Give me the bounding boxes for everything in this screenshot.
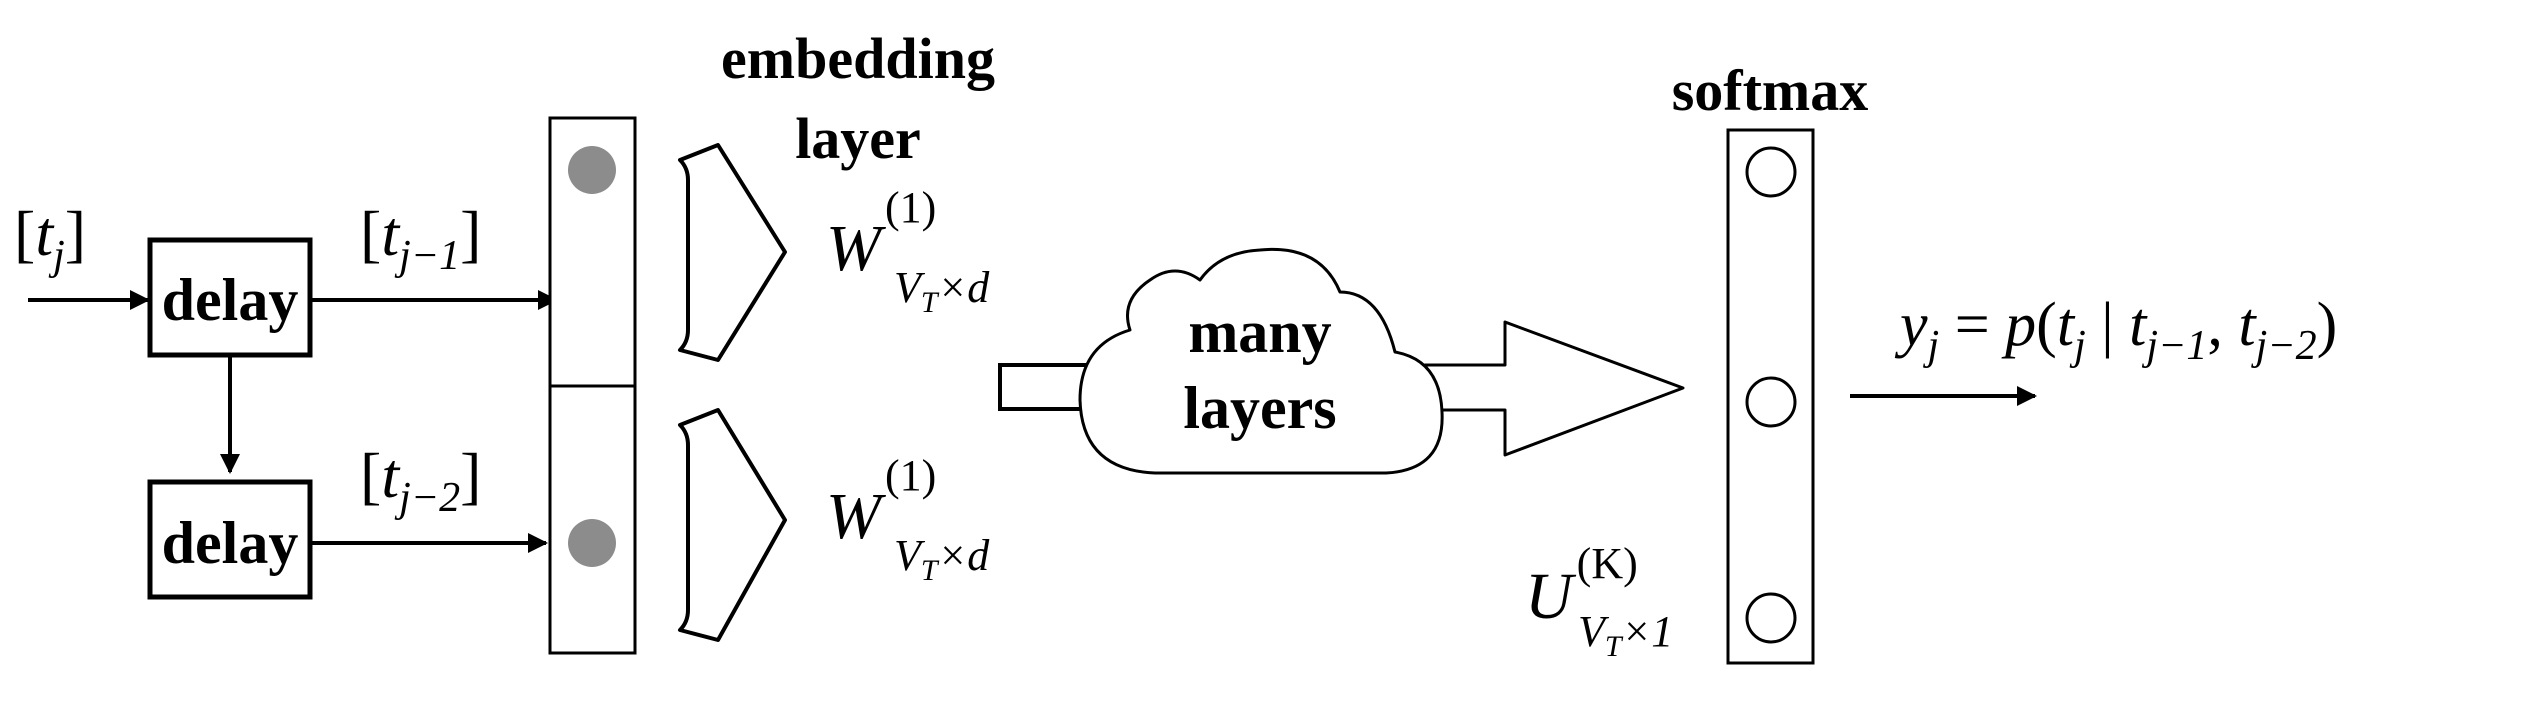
prev2-token-label: [tj−2]	[360, 440, 481, 521]
output-equation: yj = p(tj | tj−1, tj−2)	[1894, 291, 2337, 369]
embedding-node-bottom	[568, 519, 616, 567]
projection-shape-bottom	[678, 408, 787, 642]
delay-label-bottom: delay	[162, 510, 299, 576]
input-token-label: [tj]	[14, 198, 86, 279]
weight-label-bottom: W(1) VT×d	[826, 451, 990, 587]
softmax-title: softmax	[1672, 58, 1869, 123]
many-layers-label-line1: many	[1188, 299, 1331, 365]
many-layers-cloud	[1078, 247, 1444, 475]
embedding-title-line1: embedding	[721, 26, 995, 91]
projection-shape-top	[678, 143, 787, 362]
prev1-token-label: [tj−1]	[360, 198, 481, 279]
many-layers-label-line2: layers	[1183, 375, 1336, 441]
cloud-output-arrow	[1423, 320, 1685, 457]
softmax-node-top	[1745, 146, 1797, 198]
delay-box-bottom	[147, 479, 313, 600]
softmax-weight-label: U(K) VT×1	[1525, 539, 1673, 663]
softmax-node-bottom	[1745, 592, 1797, 644]
delay-label-top: delay	[162, 267, 299, 333]
embedding-title-line2: layer	[795, 106, 921, 171]
softmax-node-middle	[1745, 376, 1797, 428]
weight-label-top: W(1) VT×d	[826, 183, 990, 319]
embedding-node-top	[568, 146, 616, 194]
